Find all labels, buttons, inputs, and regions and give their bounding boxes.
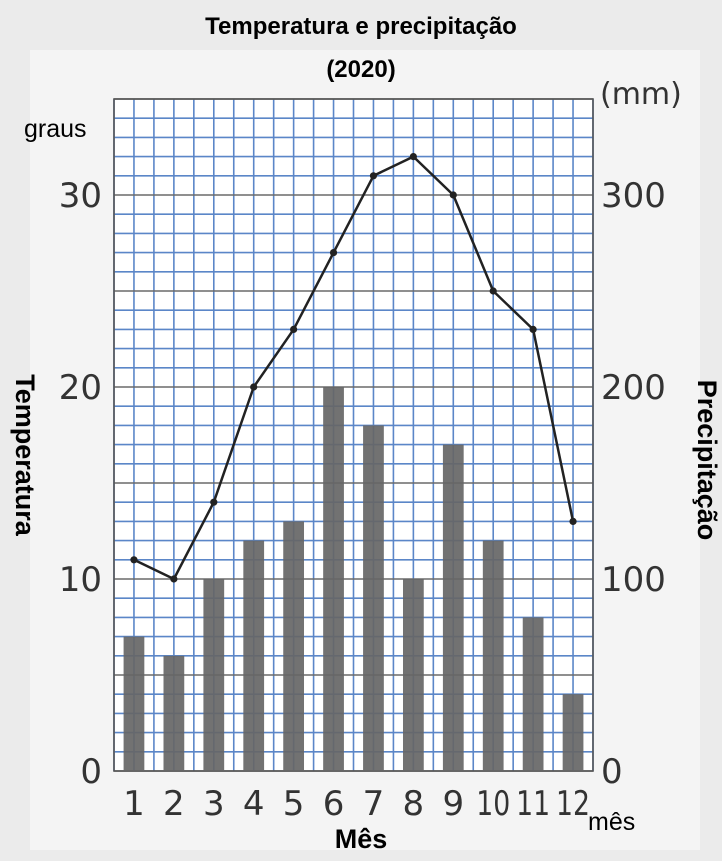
temperature-line bbox=[130, 153, 577, 583]
temperature-point bbox=[130, 556, 138, 564]
chart-subtitle: (2020) bbox=[326, 56, 395, 83]
precipitation-bar bbox=[562, 694, 584, 771]
x-tick-label: 7 bbox=[363, 784, 385, 824]
precipitation-bar bbox=[442, 444, 464, 771]
x-axis-unit: mês bbox=[588, 808, 635, 836]
x-tick-label: 2 bbox=[163, 784, 185, 824]
temperature-point bbox=[529, 325, 537, 333]
temperature-point bbox=[569, 517, 577, 526]
y-right-tick-label: 200 bbox=[601, 368, 666, 408]
y-right-tick-label: 0 bbox=[601, 752, 623, 792]
precipitation-bar bbox=[482, 540, 504, 771]
x-tick-label: 9 bbox=[442, 784, 464, 824]
temperature-point bbox=[449, 191, 457, 199]
left-axis-label: Temperatura bbox=[10, 374, 40, 537]
precipitation-bar bbox=[522, 617, 544, 771]
precipitation-bar bbox=[402, 579, 424, 771]
precipitation-bar bbox=[163, 655, 185, 771]
precipitation-bar bbox=[123, 636, 145, 771]
x-tick-label: 3 bbox=[203, 784, 225, 824]
x-tick-label: 5 bbox=[283, 784, 305, 824]
y-left-tick-label: 10 bbox=[59, 560, 102, 600]
temperature-point bbox=[489, 287, 497, 295]
temperature-point bbox=[170, 575, 178, 583]
y-right-tick-label: 300 bbox=[601, 176, 666, 216]
chart-title: Temperatura e precipitação bbox=[205, 13, 517, 40]
precipitation-bars bbox=[123, 387, 584, 771]
temperature-polyline bbox=[133, 155, 575, 581]
plot-frame bbox=[113, 98, 594, 772]
precipitation-bar bbox=[363, 425, 384, 771]
temperature-point bbox=[369, 172, 378, 180]
grid bbox=[113, 98, 594, 772]
x-tick-label: 4 bbox=[243, 784, 265, 824]
x-tick-label: 1 bbox=[123, 784, 145, 824]
precipitation-bar bbox=[323, 387, 344, 771]
precipitation-bar bbox=[203, 579, 225, 771]
temperature-point bbox=[290, 325, 298, 333]
y-left-tick-label: 30 bbox=[59, 176, 102, 216]
x-tick-label: 6 bbox=[323, 784, 345, 824]
temperature-point bbox=[250, 383, 258, 391]
y-right-tick-label: 100 bbox=[601, 560, 666, 600]
precipitation-bar bbox=[243, 540, 265, 771]
y-left-tick-label: 0 bbox=[80, 752, 102, 792]
x-tick-label: 8 bbox=[403, 784, 425, 824]
temperature-point bbox=[210, 498, 218, 506]
temperature-point bbox=[329, 249, 338, 257]
temperature-point bbox=[409, 153, 417, 161]
x-tick-label: 11 bbox=[516, 784, 550, 824]
right-axis-label: Precipitação bbox=[692, 380, 722, 541]
x-axis-label: Mês bbox=[335, 824, 388, 854]
left-axis-unit: graus bbox=[24, 115, 87, 143]
x-tick-label: 10 bbox=[476, 784, 510, 824]
precipitation-bar bbox=[283, 521, 305, 771]
y-left-tick-label: 20 bbox=[59, 368, 102, 408]
x-tick-label: 12 bbox=[556, 784, 590, 824]
right-axis-unit: (mm) bbox=[600, 77, 682, 112]
